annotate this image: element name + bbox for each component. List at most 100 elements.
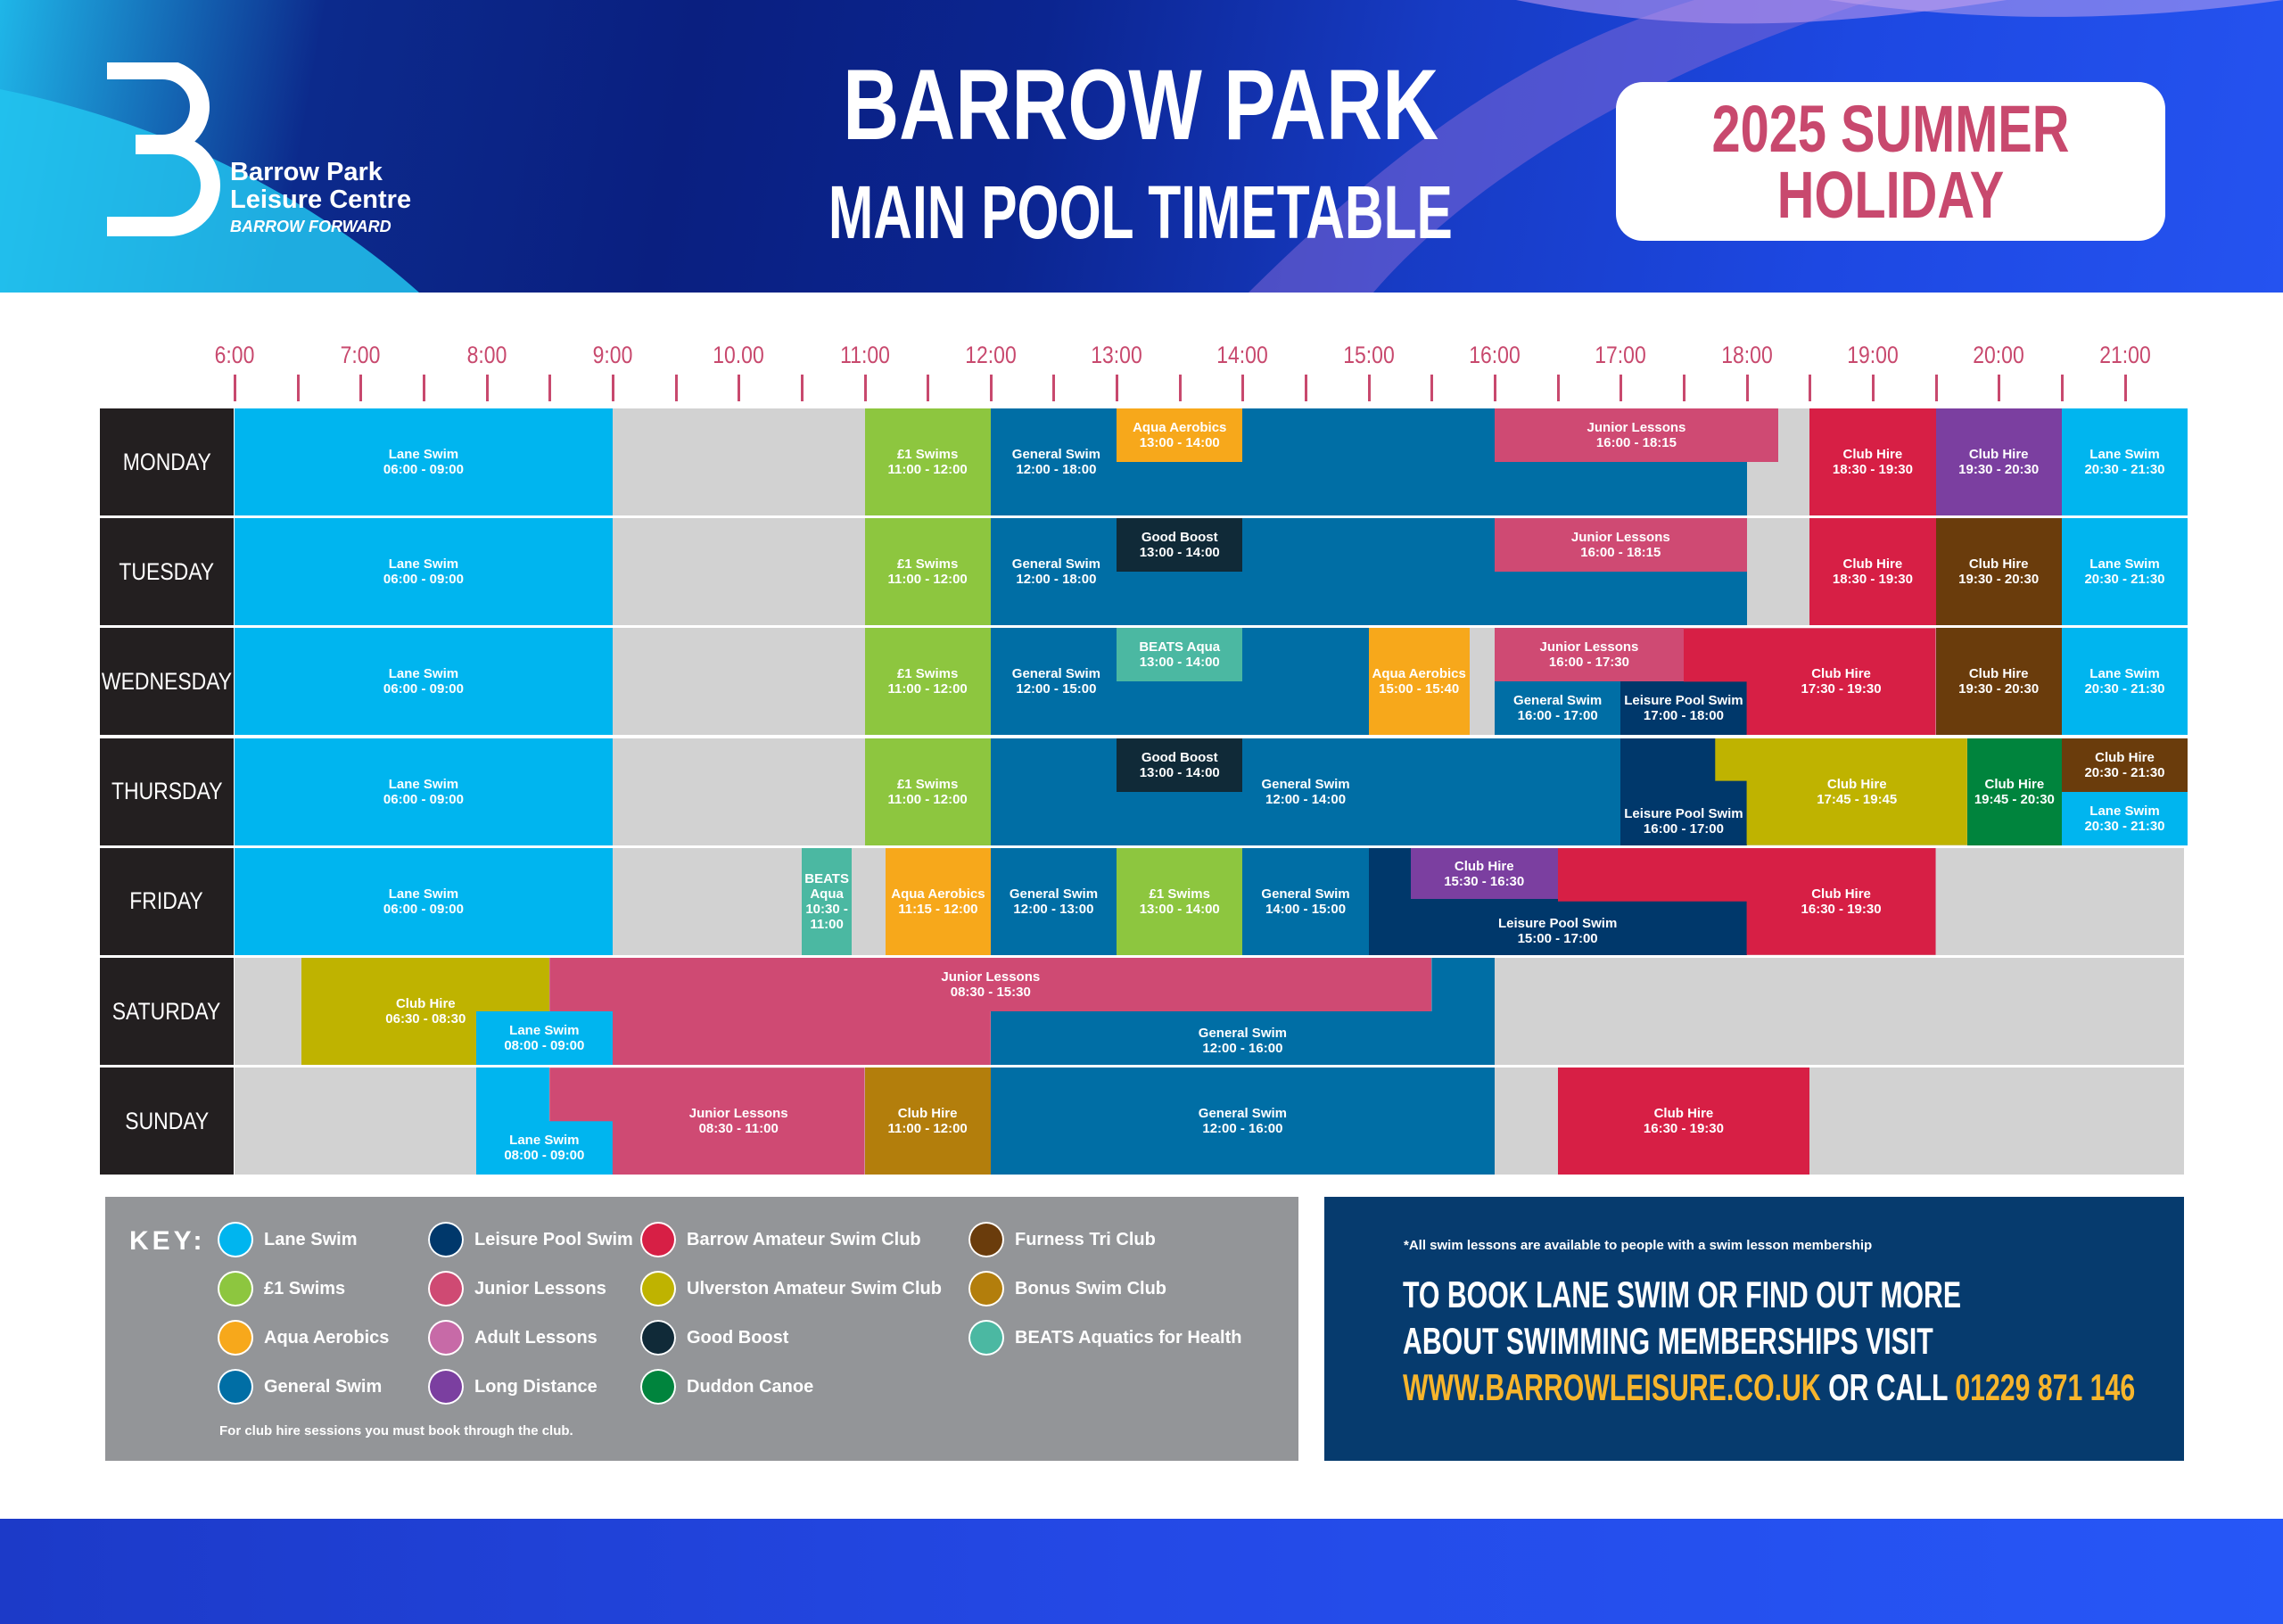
session-block[interactable]: Club Hire 15:30 - 16:30 [1410,847,1558,900]
session-time: 16:30 - 19:30 [1801,901,1882,917]
session-block[interactable]: Junior Lessons 16:00 - 17:30 [1495,628,1684,682]
session-block[interactable]: Club Hire 18:30 - 19:30 [1809,518,1936,626]
session-block[interactable]: £1 Swims 11:00 - 12:00 [864,738,991,845]
session-time: 16:00 - 17:30 [1548,655,1629,671]
session-block[interactable]: Lane Swim 06:00 - 09:00 [235,408,613,515]
session-block[interactable]: Aqua Aerobics 13:00 - 14:00 [1117,408,1243,462]
hour-label: 9:00 [592,342,633,368]
session-block[interactable]: BEATS Aqua 13:00 - 14:00 [1117,628,1243,682]
session-text: Junior Lessons 08:30 - 15:30 [941,969,1040,1000]
session-name: £1 Swims [896,556,959,573]
session-block[interactable]: Aqua Aerobics 11:15 - 12:00 [886,847,991,955]
session-text: Lane Swim 08:00 - 09:00 [504,1133,584,1163]
key-swatch [640,1222,676,1257]
season-badge: 2025 SUMMER HOLIDAY [1616,82,2165,241]
session-time: 14:00 - 15:00 [1265,901,1347,917]
hour-tick [359,375,363,401]
session-block[interactable]: Leisure Pool Swim 17:00 - 18:00 [1620,681,1747,736]
session-name: Club Hire [1968,666,2029,682]
session-block[interactable]: Lane Swim 20:30 - 21:30 [2061,518,2188,626]
session-text: Club Hire 19:30 - 20:30 [1958,556,2039,587]
session-name: Junior Lessons [1539,639,1639,655]
session-name: Club Hire [1653,1106,1714,1122]
hour-tick [1494,375,1496,401]
session-block[interactable]: Lane Swim 06:00 - 09:00 [235,628,613,736]
row-separator [100,845,2185,848]
session-block[interactable]: Aqua Aerobics 15:00 - 15:40 [1368,628,1470,736]
session-block[interactable]: Good Boost 13:00 - 14:00 [1117,738,1243,792]
session-text: BEATS Aqua 13:00 - 14:00 [1139,639,1220,670]
session-block[interactable]: Lane Swim 06:00 - 09:00 [235,518,613,626]
half-hour-tick [800,375,804,401]
session-block[interactable]: General Swim 16:00 - 17:00 [1495,681,1621,736]
session-block[interactable]: Club Hire 19:30 - 20:30 [1935,408,2062,515]
session-time: 11:00 - 12:00 [887,681,968,697]
session-time: 11:00 - 12:00 [887,572,968,588]
session-block[interactable]: General Swim 12:00 - 13:00 [990,847,1117,955]
session-name: General Swim [1198,1026,1287,1041]
session-text: Lane Swim 08:00 - 09:00 [504,1023,584,1053]
session-block[interactable]: Club Hire 20:30 - 21:30 [2061,738,2188,792]
key-panel [105,1197,1298,1461]
session-block[interactable]: Lane Swim 20:30 - 21:30 [2061,628,2188,736]
key-swatch [968,1320,1004,1356]
session-name: Junior Lessons [1570,530,1670,546]
half-hour-tick [1809,375,1812,401]
session-block[interactable]: Club Hire 11:00 - 12:00 [864,1068,991,1175]
session-block[interactable]: General Swim 12:00 - 14:00 [990,738,1621,845]
session-block[interactable]: Lane Swim 08:00 - 09:00 [475,1011,613,1065]
session-block[interactable]: Good Boost 13:00 - 14:00 [1117,518,1243,573]
session-name: Lane Swim [2089,803,2160,819]
session-text: Leisure Pool Swim 17:00 - 18:00 [1624,693,1743,723]
session-block[interactable]: Leisure Pool Swim 16:00 - 17:00 [1620,738,1747,845]
session-name: Lane Swim [2089,556,2160,573]
session-block[interactable]: Club Hire 19:30 - 20:30 [1935,628,2062,736]
phone-number[interactable]: 01229 871 146 [1955,1366,2136,1408]
brand-name: Barrow Park Leisure Centre [230,158,412,214]
session-block[interactable]: £1 Swims 11:00 - 12:00 [864,408,991,515]
session-block[interactable]: General Swim 12:00 - 16:00 [990,1068,1495,1175]
key-swatch [218,1369,253,1405]
session-block[interactable]: Lane Swim 06:00 - 09:00 [235,738,613,845]
session-time: 08:00 - 09:00 [504,1038,585,1053]
half-hour-tick [548,375,552,401]
session-block[interactable]: Club Hire 19:45 - 20:30 [1966,738,2062,845]
key-swatch [640,1271,676,1307]
session-block[interactable]: Club Hire 16:30 - 19:30 [1557,1068,1810,1175]
session-time: 16:00 - 17:00 [1643,820,1724,837]
session-time: 12:00 - 14:00 [1265,791,1347,807]
hour-tick [234,375,236,401]
key-label: £1 Swims [264,1279,346,1298]
key-label: Furness Tri Club [1015,1230,1156,1249]
half-hour-tick [674,375,678,401]
session-block[interactable]: Lane Swim 20:30 - 21:30 [2061,408,2188,515]
session-block[interactable]: Junior Lessons 16:00 - 18:15 [1495,518,1747,573]
page-subtitle: MAIN POOL TIMETABLE [828,170,1453,254]
hour-label: 21:00 [2098,342,2151,368]
session-block[interactable]: Club Hire 19:30 - 20:30 [1935,518,2062,626]
session-block[interactable]: £1 Swims 11:00 - 12:00 [864,628,991,736]
session-block[interactable]: Lane Swim 20:30 - 21:30 [2061,791,2188,845]
session-block[interactable]: Club Hire 18:30 - 19:30 [1809,408,1936,515]
session-name: Club Hire [1968,447,2029,462]
session-time: 06:00 - 09:00 [383,462,464,477]
session-name: Junior Lessons [1587,420,1686,435]
session-time: 13:00 - 14:00 [1139,655,1220,671]
session-block[interactable]: £1 Swims 11:00 - 12:00 [864,518,991,626]
session-text: Junior Lessons 16:00 - 18:15 [1587,420,1686,450]
hour-tick [2123,375,2127,401]
session-block[interactable]: Junior Lessons 16:00 - 18:15 [1495,408,1778,462]
half-hour-tick [1556,375,1560,401]
session-text: Club Hire 06:30 - 08:30 [385,996,466,1026]
booking-line-3: WWW.BARROWLEISURE.CO.UK OR CALL 01229 87… [1403,1366,2135,1409]
session-block[interactable]: Lane Swim 06:00 - 09:00 [235,847,613,955]
session-block[interactable]: General Swim 14:00 - 15:00 [1242,847,1369,955]
session-text: £1 Swims 11:00 - 12:00 [888,556,968,587]
session-block[interactable]: £1 Swims 13:00 - 14:00 [1117,847,1243,955]
session-block[interactable]: BEATS Aqua 10:30 - 11:00 [801,847,853,955]
session-block[interactable]: Lane Swim 08:00 - 09:00 [475,1121,613,1175]
session-name: £1 Swims [896,666,959,682]
session-block[interactable]: Club Hire 17:45 - 19:45 [1715,738,1967,845]
website-link[interactable]: WWW.BARROWLEISURE.CO.UK [1403,1366,1821,1408]
day-name: TUESDAY [119,557,215,585]
